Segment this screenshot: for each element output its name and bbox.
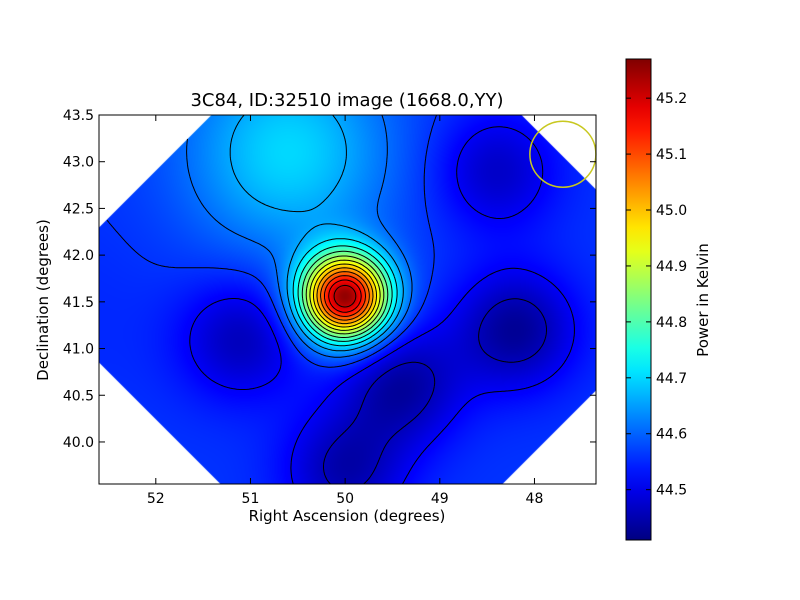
colorbar-frame <box>625 58 652 541</box>
colorbar-ticks: 45.2 45.1 45.0 44.9 44.8 44.7 44.6 44.5 <box>626 91 687 499</box>
contour-line <box>297 245 393 342</box>
chart-title: 3C84, ID:32510 image (1668.0,YY) <box>190 90 503 111</box>
heatmap-image <box>99 115 596 484</box>
contour-lines <box>106 115 575 484</box>
contour-line <box>229 115 404 352</box>
contour-line <box>324 275 366 317</box>
x-axis-label: Right Ascension (degrees) <box>249 507 446 525</box>
colorbar-tick-label: 44.5 <box>656 483 687 499</box>
y-tick-label: 41.0 <box>63 342 94 358</box>
contour-line <box>189 126 575 484</box>
colorbar-tick-label: 44.8 <box>656 315 687 331</box>
contour-line <box>333 284 357 308</box>
plot-area <box>98 114 597 485</box>
y-tick-label: 43.5 <box>63 108 94 124</box>
colorbar-tick-label: 44.6 <box>656 427 687 443</box>
contour-line <box>305 255 385 335</box>
contour-line <box>301 250 389 338</box>
y-axis-label: Declination (degrees) <box>34 219 52 381</box>
x-tick-label: 48 <box>526 491 544 507</box>
y-axis-ticks: 43.5 43.0 42.5 42.0 41.5 41.0 40.5 40.0 <box>63 108 596 451</box>
colorbar-tick-label: 45.1 <box>656 147 687 163</box>
colorbar-label: Power in Kelvin <box>694 243 712 357</box>
contour-line <box>323 298 547 484</box>
x-tick-label: 52 <box>147 491 165 507</box>
colorbar-tick-label: 45.0 <box>656 203 687 219</box>
plot-frame <box>98 114 597 485</box>
colorbar-tick-label: 45.2 <box>656 91 687 107</box>
contour-line <box>316 267 374 325</box>
colorbar: 45.2 45.1 45.0 44.9 44.8 44.7 44.6 44.5 Power i… <box>625 58 712 541</box>
y-tick-label: 42.0 <box>63 248 94 264</box>
contour-line <box>186 115 413 358</box>
y-tick-label: 42.5 <box>63 201 94 217</box>
colorbar-gradient <box>626 59 651 540</box>
contour-line <box>320 271 370 321</box>
colorbar-tick-label: 44.7 <box>656 371 687 387</box>
y-tick-label: 43.0 <box>63 155 94 171</box>
contour-line <box>328 279 362 313</box>
y-tick-label: 40.5 <box>63 388 94 404</box>
colorbar-tick-label: 44.9 <box>656 259 687 275</box>
contour-line <box>292 238 398 347</box>
x-axis-ticks: 52 51 50 49 48 <box>147 115 543 507</box>
x-tick-label: 51 <box>242 491 260 507</box>
y-tick-label: 40.0 <box>63 435 94 451</box>
x-tick-label: 49 <box>431 491 449 507</box>
contour-line <box>313 263 377 328</box>
contour-line <box>106 115 438 368</box>
y-tick-label: 41.5 <box>63 295 94 311</box>
contour-line <box>309 259 381 331</box>
x-tick-label: 50 <box>336 491 354 507</box>
